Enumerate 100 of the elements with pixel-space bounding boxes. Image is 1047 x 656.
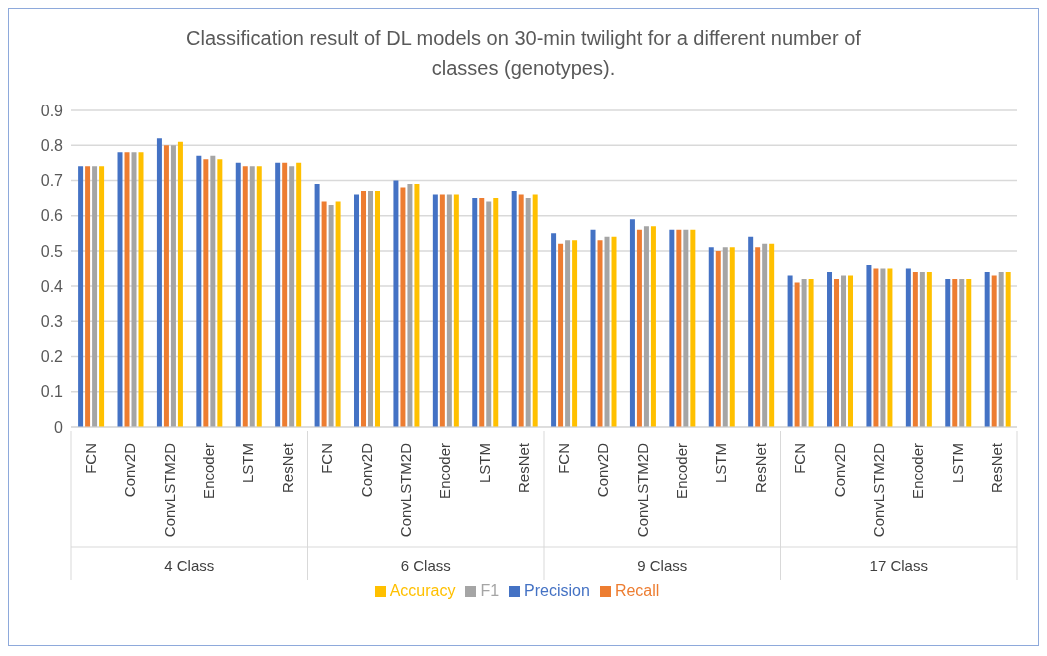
x-tick-label: ResNet <box>515 442 533 494</box>
bar <box>801 279 807 427</box>
bar <box>808 279 814 427</box>
bar <box>643 226 649 427</box>
bar <box>769 243 775 427</box>
x-tick-label: ResNet <box>988 442 1006 494</box>
bar <box>217 159 223 427</box>
bar <box>1005 272 1011 427</box>
bar <box>439 194 445 427</box>
bar <box>866 264 872 427</box>
x-tick-label: FCN <box>81 443 99 474</box>
bar <box>572 240 578 427</box>
bar <box>414 183 420 427</box>
y-tick-label: 0.5 <box>40 242 64 260</box>
bar <box>952 279 958 427</box>
bar <box>407 183 413 427</box>
bar <box>887 268 893 427</box>
bar <box>354 194 360 427</box>
bar <box>393 180 399 427</box>
y-tick-label: 0.9 <box>40 101 64 119</box>
bar <box>611 236 617 427</box>
legend-label: F1 <box>480 582 500 599</box>
bar <box>676 229 682 427</box>
bar <box>629 219 635 427</box>
bar <box>138 152 144 427</box>
x-tick-label: ConvLSTM2D <box>397 442 415 538</box>
bar <box>565 240 571 427</box>
x-tick-label: Encoder <box>436 443 454 499</box>
bar <box>92 166 98 427</box>
bar <box>328 205 334 427</box>
bar <box>296 162 302 427</box>
x-tick-label: ConvLSTM2D <box>633 442 651 538</box>
x-tick-label: ConvLSTM2D <box>160 442 178 538</box>
x-tick-label: FCN <box>318 443 336 474</box>
bar <box>177 141 183 427</box>
bar <box>834 279 840 427</box>
text: 9 Class <box>637 557 688 574</box>
x-tick-label: ResNet <box>751 442 769 494</box>
bar <box>650 226 656 427</box>
bar <box>249 166 255 427</box>
bar <box>361 191 367 427</box>
bar <box>156 138 162 427</box>
bar <box>235 162 241 427</box>
bar <box>368 191 374 427</box>
bar <box>196 155 202 427</box>
bar <box>590 229 596 427</box>
y-tick-label: 0.1 <box>40 383 64 401</box>
x-tick-label: LSTM <box>239 443 257 484</box>
x-tick-label: LSTM <box>948 443 966 484</box>
bar <box>991 275 997 427</box>
bar <box>446 194 452 427</box>
bar <box>748 236 754 427</box>
bar <box>472 198 478 427</box>
text: 4 Class <box>164 557 215 574</box>
x-tick-label: FCN <box>791 443 809 474</box>
bar <box>729 247 735 427</box>
legend-label: Precision <box>524 582 590 599</box>
bar <box>998 272 1004 427</box>
text: 17 Class <box>869 557 928 574</box>
bar <box>794 282 800 427</box>
bar <box>722 247 728 427</box>
bar <box>827 272 833 427</box>
bar <box>131 152 137 427</box>
bar <box>604 236 610 427</box>
x-tick-label: Conv2D <box>830 442 848 498</box>
bar <box>99 166 105 427</box>
x-tick-label: Encoder <box>672 443 690 499</box>
bar <box>841 275 847 427</box>
legend-label: Accuracy <box>389 582 456 599</box>
bar <box>486 201 492 427</box>
bar <box>919 272 925 427</box>
bar <box>966 279 972 427</box>
bar <box>78 166 84 427</box>
bar <box>203 159 209 427</box>
bar <box>787 275 793 427</box>
x-tick-label: LSTM <box>712 443 730 484</box>
bar <box>432 194 438 427</box>
bar <box>926 272 932 427</box>
y-tick-label: 0.3 <box>40 313 64 331</box>
x-tick-label: Conv2D <box>357 442 375 498</box>
bar <box>400 187 406 427</box>
bar <box>275 162 281 427</box>
bar <box>210 155 216 427</box>
bar <box>479 198 485 427</box>
y-tick-label: 0 <box>54 418 64 436</box>
text: 6 Class <box>400 557 451 574</box>
y-tick-label: 0.7 <box>40 172 64 190</box>
bar <box>170 145 176 427</box>
bar <box>493 198 499 427</box>
bar <box>636 229 642 427</box>
bar <box>597 240 603 427</box>
bar <box>453 194 459 427</box>
bar <box>912 272 918 427</box>
bar <box>518 194 524 427</box>
bar <box>984 272 990 427</box>
bar <box>335 201 341 427</box>
bar <box>690 229 696 427</box>
y-tick-label: 0.4 <box>40 277 64 295</box>
bar <box>242 166 248 427</box>
x-tick-label: Conv2D <box>121 442 139 498</box>
